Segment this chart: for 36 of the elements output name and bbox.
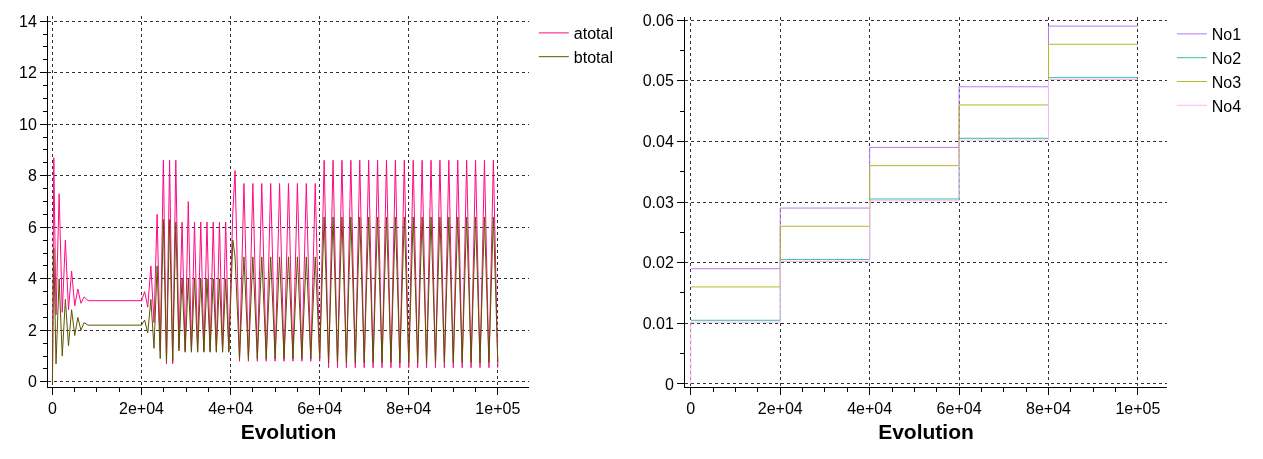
y-tick-label: 0.01 <box>642 314 674 332</box>
x-axis-title: Evolution <box>878 420 974 444</box>
legend-label: No3 <box>1211 73 1242 91</box>
x-tick-label: 1e+05 <box>1115 400 1161 418</box>
y-tick-label: 0.04 <box>642 132 674 150</box>
line-series <box>51 216 499 383</box>
x-tick-label: 2e+04 <box>757 400 803 418</box>
legend-label: No2 <box>1211 49 1242 67</box>
y-tick-label: 8 <box>27 167 37 185</box>
x-tick-label: 8e+04 <box>386 400 432 418</box>
legend-label: btotal <box>573 48 613 66</box>
x-tick-label: 2e+04 <box>119 400 165 418</box>
y-tick-label: 12 <box>19 64 37 82</box>
x-axis-title: Evolution <box>240 420 337 444</box>
y-tick-label: 0.02 <box>642 254 674 272</box>
x-tick-label: 6e+04 <box>936 400 982 418</box>
y-tick-label: 0.03 <box>642 193 674 211</box>
legend-label: atotal <box>573 25 613 43</box>
legend-label: No4 <box>1211 97 1242 115</box>
x-tick-label: 1e+05 <box>475 400 521 418</box>
y-tick-label: 0 <box>664 375 674 393</box>
x-tick-label: 4e+04 <box>208 400 254 418</box>
y-tick-label: 6 <box>27 218 37 236</box>
y-tick-label: 2 <box>27 321 37 339</box>
x-tick-label: 0 <box>686 400 696 418</box>
y-tick-label: 10 <box>19 115 37 133</box>
y-tick-label: 4 <box>27 270 37 288</box>
y-tick-label: 14 <box>19 12 37 30</box>
legend-label: No1 <box>1211 26 1242 44</box>
y-tick-label: 0.05 <box>642 72 674 90</box>
y-tick-label: 0 <box>27 373 37 391</box>
x-tick-label: 0 <box>48 400 57 418</box>
x-tick-label: 4e+04 <box>847 400 893 418</box>
x-tick-label: 6e+04 <box>297 400 343 418</box>
y-tick-label: 0.06 <box>642 11 674 29</box>
x-tick-label: 8e+04 <box>1026 400 1072 418</box>
